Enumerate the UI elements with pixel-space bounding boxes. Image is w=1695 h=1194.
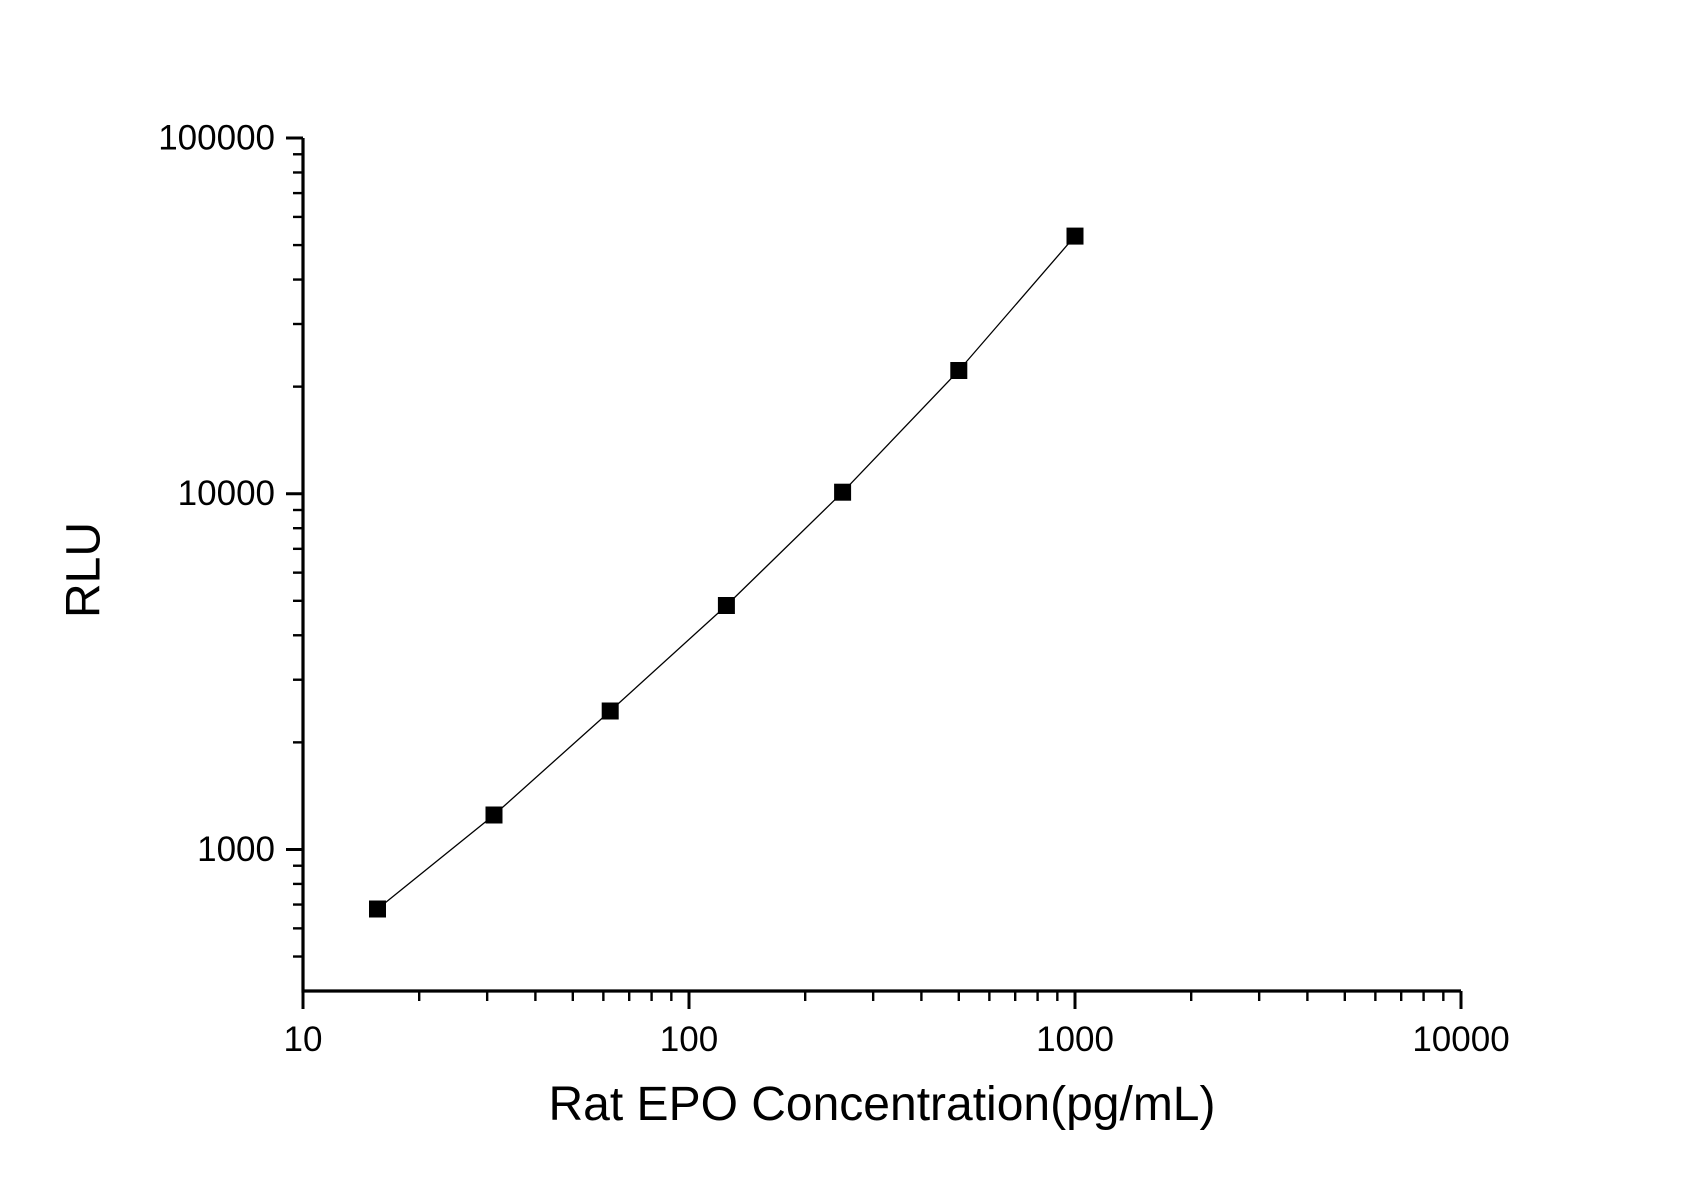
- x-tick-label: 10: [284, 1020, 323, 1059]
- series-line: [377, 235, 1076, 910]
- y-tick-label: 10000: [178, 474, 275, 513]
- x-axis-title: Rat EPO Concentration(pg/mL): [549, 1078, 1216, 1131]
- y-tick-label: 100000: [158, 119, 275, 158]
- data-point-marker: [369, 900, 386, 918]
- ticks-layer: [286, 136, 1463, 1009]
- series-layer: [369, 227, 1084, 918]
- data-point-marker: [834, 483, 852, 501]
- data-point-marker: [1066, 227, 1084, 245]
- axis-spines: [301, 138, 1461, 993]
- y-tick-label: 1000: [197, 830, 275, 869]
- data-point-marker: [950, 362, 968, 379]
- data-point-marker: [601, 702, 619, 720]
- tick-labels-layer: 10 100 1000 10000 1000 10000 100000: [158, 119, 1509, 1060]
- x-tick-label: 10000: [1412, 1020, 1509, 1059]
- x-tick-label: 1000: [1036, 1020, 1114, 1059]
- data-point-marker: [485, 806, 503, 824]
- data-point-marker: [717, 597, 735, 614]
- x-tick-label: 100: [660, 1020, 718, 1059]
- y-axis-title: RLU: [58, 522, 111, 618]
- axes-layer: [301, 138, 1461, 993]
